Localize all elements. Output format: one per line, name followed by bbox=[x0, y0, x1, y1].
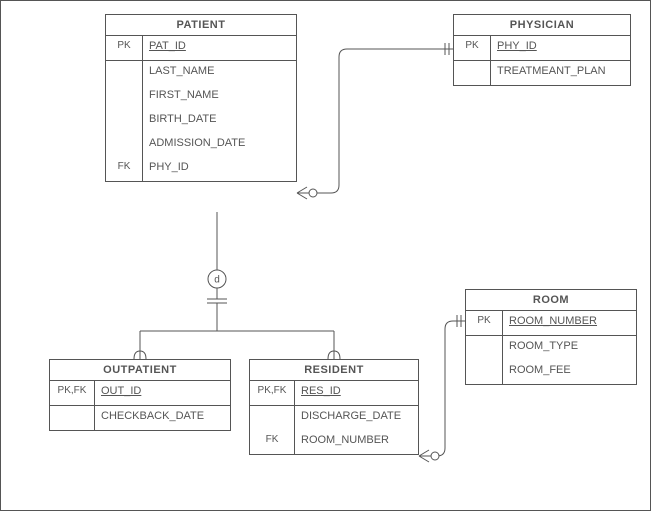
key-cell: FK bbox=[106, 157, 142, 181]
key-cell bbox=[454, 61, 490, 85]
key-cell: PK bbox=[454, 36, 490, 60]
attr-cell: PAT_ID bbox=[142, 36, 296, 60]
key-cell bbox=[106, 85, 142, 109]
key-cell: PK,FK bbox=[250, 381, 294, 405]
entity-outpatient: OUTPATIENT PK,FK OUT_ID CHECKBACK_DATE bbox=[49, 359, 231, 431]
attr-cell: DISCHARGE_DATE bbox=[294, 406, 418, 430]
attr-cell: ROOM_FEE bbox=[502, 360, 636, 384]
er-diagram-canvas: PATIENT PK PAT_ID LAST_NAME FIRST_NAME B… bbox=[0, 0, 651, 511]
edge-resident-room bbox=[419, 315, 465, 462]
attr-cell: ROOM_NUMBER bbox=[294, 430, 418, 454]
key-cell: PK bbox=[466, 311, 502, 335]
entity-physician: PHYSICIAN PK PHY_ID TREATMEANT_PLAN bbox=[453, 14, 631, 86]
entity-resident: RESIDENT PK,FK RES_ID DISCHARGE_DATE FK … bbox=[249, 359, 419, 455]
entity-title: PHYSICIAN bbox=[454, 15, 630, 36]
generalization-patient: d bbox=[134, 212, 340, 359]
key-cell bbox=[50, 406, 94, 430]
disjoint-symbol: d bbox=[214, 275, 220, 286]
key-cell: PK bbox=[106, 36, 142, 60]
attr-cell: CHECKBACK_DATE bbox=[94, 406, 230, 430]
attr-cell: ROOM_TYPE bbox=[502, 336, 636, 360]
attr-cell: PHY_ID bbox=[490, 36, 630, 60]
entity-title: PATIENT bbox=[106, 15, 296, 36]
attr-cell: RES_ID bbox=[294, 381, 418, 405]
key-cell bbox=[106, 133, 142, 157]
entity-title: OUTPATIENT bbox=[50, 360, 230, 381]
key-cell bbox=[106, 109, 142, 133]
attr-cell: ROOM_NUMBER bbox=[502, 311, 636, 335]
key-cell bbox=[250, 406, 294, 430]
attr-cell: LAST_NAME bbox=[142, 61, 296, 85]
key-cell: PK,FK bbox=[50, 381, 94, 405]
key-cell bbox=[106, 61, 142, 85]
key-cell bbox=[466, 336, 502, 360]
attr-cell: BIRTH_DATE bbox=[142, 109, 296, 133]
attr-cell: PHY_ID bbox=[142, 157, 296, 181]
entity-title: ROOM bbox=[466, 290, 636, 311]
attr-cell: ADMISSION_DATE bbox=[142, 133, 296, 157]
attr-cell: FIRST_NAME bbox=[142, 85, 296, 109]
edge-patient-physician bbox=[297, 43, 453, 199]
key-cell bbox=[466, 360, 502, 384]
entity-patient: PATIENT PK PAT_ID LAST_NAME FIRST_NAME B… bbox=[105, 14, 297, 182]
entity-room: ROOM PK ROOM_NUMBER ROOM_TYPE ROOM_FEE bbox=[465, 289, 637, 385]
key-cell: FK bbox=[250, 430, 294, 454]
entity-title: RESIDENT bbox=[250, 360, 418, 381]
attr-cell: TREATMEANT_PLAN bbox=[490, 61, 630, 85]
attr-cell: OUT_ID bbox=[94, 381, 230, 405]
